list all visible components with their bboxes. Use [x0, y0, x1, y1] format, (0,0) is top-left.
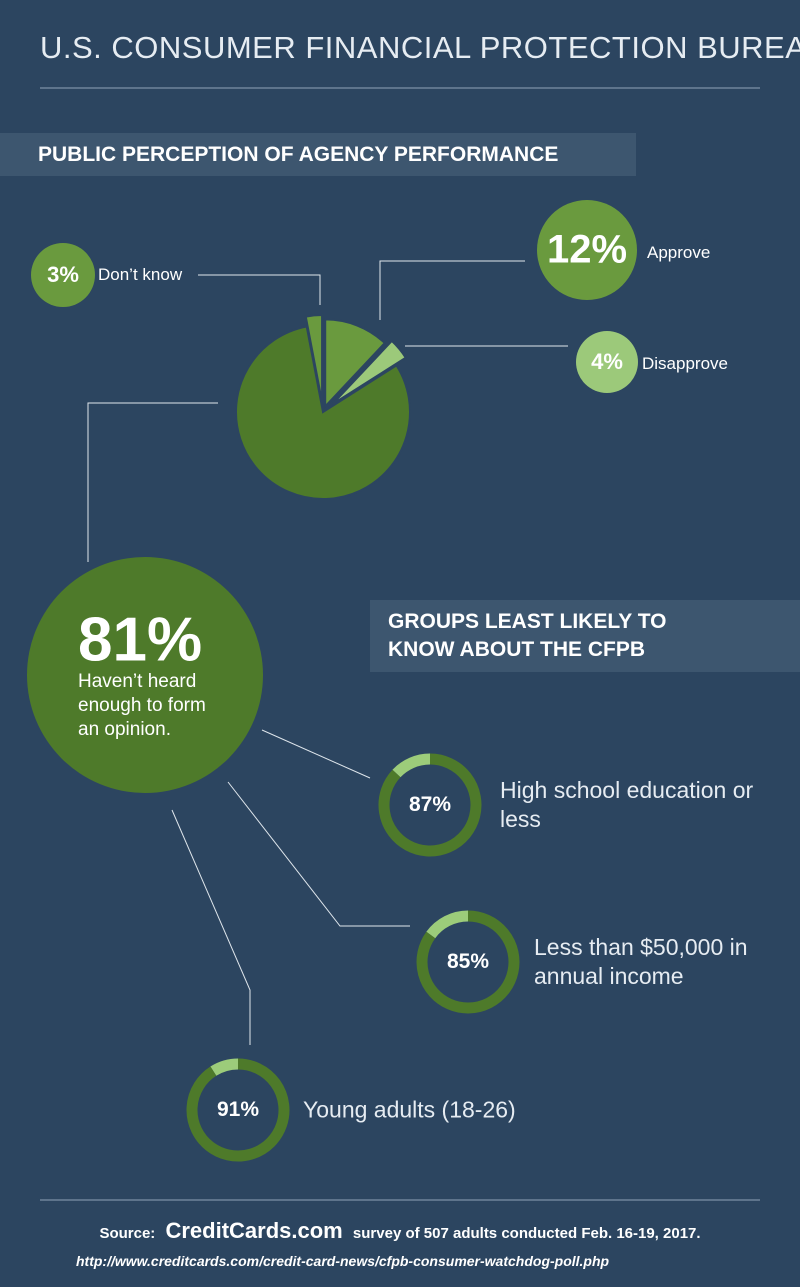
value-label: 12% — [546, 227, 628, 272]
value-label: 3% — [47, 262, 79, 287]
source-url: http://www.creditcards.com/credit-card-n… — [76, 1253, 610, 1269]
donut-remainder — [392, 753, 431, 778]
source-prefix: Source: — [99, 1225, 156, 1242]
section-band — [370, 600, 800, 672]
category-label: High school education or less — [500, 777, 754, 832]
pie-slice — [235, 325, 411, 500]
value-bubble — [537, 200, 637, 300]
donut-arc — [378, 753, 482, 857]
category-label: Haven’t heard enough to form an opinion. — [78, 671, 206, 740]
value-bubble — [576, 331, 638, 393]
section-title: PUBLIC PERCEPTION OF AGENCY PERFORMANCE — [38, 143, 559, 166]
donut-arc — [186, 1058, 290, 1162]
value-bubble — [27, 557, 263, 793]
section-band — [0, 133, 636, 176]
value-label: 85% — [446, 950, 490, 973]
brand: CreditCards.com — [165, 1218, 343, 1243]
category-label: Less than $50,000 in annual income — [534, 934, 748, 989]
page-title: U.S. CONSUMER FINANCIAL PROTECTION BUREA… — [40, 30, 800, 65]
category-label: Young adults (18-26) — [303, 1096, 516, 1123]
category-label: Don’t know — [98, 265, 183, 284]
pie-slice — [304, 314, 324, 403]
leader-lines — [87, 260, 568, 1045]
donut-arc — [416, 910, 520, 1014]
section-title: GROUPS LEAST LIKELY TO KNOW ABOUT THE CF… — [388, 610, 667, 661]
pie-slice — [324, 318, 387, 409]
value-label: 4% — [591, 349, 623, 374]
donut-remainder — [210, 1058, 239, 1076]
pie-slice — [331, 339, 408, 406]
donut-remainder — [426, 910, 469, 939]
value-bubble — [31, 243, 95, 307]
category-label: Approve — [647, 243, 711, 262]
source-line: Source: CreditCards.com survey of 507 ad… — [0, 1218, 800, 1244]
category-label: Disapprove — [642, 354, 728, 373]
value-label: 87% — [408, 793, 452, 816]
value-label: 91% — [216, 1098, 260, 1121]
source-text: survey of 507 adults conducted Feb. 16-1… — [352, 1225, 701, 1242]
value-label: 81% — [78, 605, 203, 675]
